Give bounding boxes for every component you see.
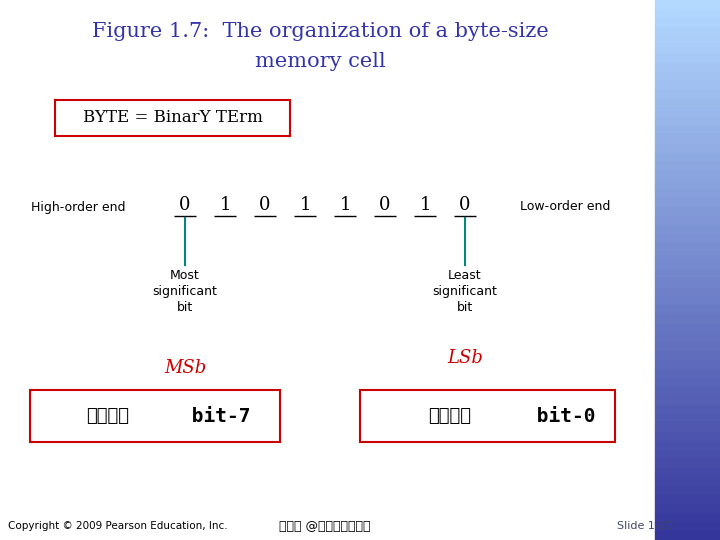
- Bar: [655, 423, 720, 432]
- Bar: [655, 36, 720, 45]
- Bar: [655, 234, 720, 243]
- Bar: [655, 441, 720, 450]
- Text: 0: 0: [179, 196, 191, 214]
- Bar: [655, 486, 720, 495]
- Bar: [655, 189, 720, 198]
- Bar: [655, 414, 720, 423]
- Text: Least
significant
bit: Least significant bit: [433, 269, 498, 314]
- Bar: [655, 225, 720, 234]
- Text: bit-0: bit-0: [525, 407, 595, 426]
- Bar: [30, 390, 280, 442]
- Bar: [655, 144, 720, 153]
- Bar: [655, 180, 720, 189]
- Bar: [655, 45, 720, 54]
- Bar: [655, 162, 720, 171]
- Text: bit-7: bit-7: [180, 407, 251, 426]
- Text: 1: 1: [339, 196, 351, 214]
- Bar: [655, 315, 720, 324]
- Bar: [655, 99, 720, 108]
- Bar: [655, 207, 720, 216]
- Bar: [655, 531, 720, 540]
- Text: MSb: MSb: [164, 359, 206, 377]
- Bar: [655, 171, 720, 180]
- Bar: [655, 405, 720, 414]
- Bar: [655, 243, 720, 252]
- Text: Figure 1.7:  The organization of a byte-size: Figure 1.7: The organization of a byte-s…: [91, 22, 549, 41]
- Text: Copyright © 2009 Pearson Education, Inc.: Copyright © 2009 Pearson Education, Inc.: [8, 521, 228, 531]
- Text: memory cell: memory cell: [255, 52, 385, 71]
- Text: BYTE = BinarY TErm: BYTE = BinarY TErm: [83, 110, 262, 126]
- Bar: [655, 81, 720, 90]
- Bar: [655, 117, 720, 126]
- Bar: [655, 378, 720, 387]
- Text: Slide 1-20: Slide 1-20: [617, 521, 673, 531]
- Bar: [655, 468, 720, 477]
- Text: 1: 1: [220, 196, 230, 214]
- Text: 1: 1: [419, 196, 431, 214]
- Bar: [655, 135, 720, 144]
- Bar: [655, 261, 720, 270]
- Bar: [655, 270, 720, 279]
- Bar: [655, 495, 720, 504]
- Bar: [655, 0, 720, 9]
- Bar: [655, 279, 720, 288]
- Bar: [655, 396, 720, 405]
- Bar: [655, 387, 720, 396]
- Bar: [655, 63, 720, 72]
- Bar: [655, 504, 720, 513]
- Text: 1: 1: [300, 196, 311, 214]
- Text: 0: 0: [259, 196, 271, 214]
- Text: 0: 0: [379, 196, 391, 214]
- Bar: [655, 306, 720, 315]
- Bar: [655, 369, 720, 378]
- Bar: [655, 324, 720, 333]
- Bar: [360, 390, 615, 442]
- Bar: [655, 9, 720, 18]
- Bar: [655, 333, 720, 342]
- Text: Most
significant
bit: Most significant bit: [153, 269, 217, 314]
- Bar: [655, 72, 720, 81]
- Bar: [655, 522, 720, 531]
- Bar: [655, 126, 720, 135]
- Bar: [655, 459, 720, 468]
- Bar: [55, 100, 290, 136]
- Bar: [655, 360, 720, 369]
- Bar: [655, 252, 720, 261]
- Bar: [655, 27, 720, 36]
- Text: LSb: LSb: [447, 349, 483, 367]
- Text: Low-order end: Low-order end: [520, 200, 610, 213]
- Bar: [655, 153, 720, 162]
- Bar: [655, 342, 720, 351]
- Bar: [655, 18, 720, 27]
- Bar: [655, 198, 720, 207]
- Bar: [655, 90, 720, 99]
- Bar: [655, 513, 720, 522]
- Text: High-order end: High-order end: [31, 200, 125, 213]
- Bar: [655, 216, 720, 225]
- Bar: [655, 351, 720, 360]
- Bar: [655, 432, 720, 441]
- Text: 最右邊叫: 最右邊叫: [428, 407, 472, 425]
- Text: 最左邊叫: 最左邊叫: [86, 407, 130, 425]
- Bar: [655, 477, 720, 486]
- Text: 蔡文能 @交通大學資工系: 蔡文能 @交通大學資工系: [279, 519, 371, 532]
- Text: 0: 0: [459, 196, 471, 214]
- Bar: [655, 297, 720, 306]
- Bar: [655, 108, 720, 117]
- Bar: [655, 450, 720, 459]
- Bar: [655, 54, 720, 63]
- Bar: [655, 288, 720, 297]
